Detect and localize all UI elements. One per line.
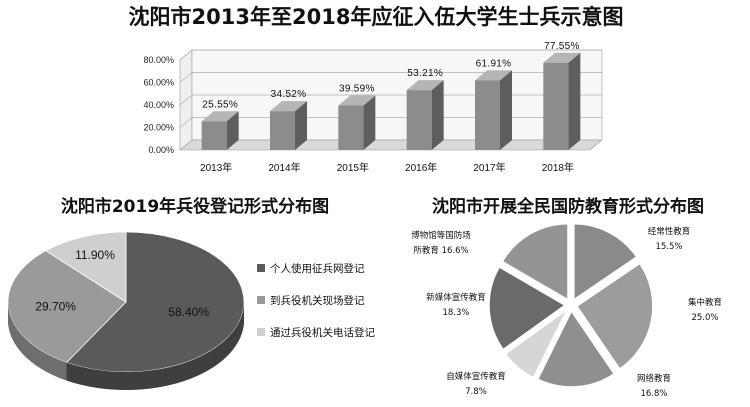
x-tick-label: 2017年 xyxy=(473,161,505,174)
bar-side xyxy=(431,80,444,150)
bar-chart: 沈阳市2013年至2018年应征入伍大学生士兵示意图 0.00% 20.00% 40… xyxy=(129,5,624,174)
legend-swatch xyxy=(257,264,265,272)
pie-value-label: 25.0% xyxy=(691,313,718,323)
bar-value-label: 34.52% xyxy=(271,89,307,100)
y-tick-label: 0.00% xyxy=(148,145,174,155)
bar-side xyxy=(568,52,581,150)
x-tick-label: 2014年 xyxy=(268,161,300,174)
pie-value-label: 16.8% xyxy=(640,389,667,399)
legend-label: 个人使用征兵网登记 xyxy=(270,262,365,275)
pie-slice-side xyxy=(66,302,244,390)
pie-value-label: 29.70% xyxy=(35,300,76,314)
pie-slice xyxy=(536,309,616,388)
bar-top xyxy=(543,52,581,63)
pie-slice xyxy=(504,308,568,379)
legend-swatch xyxy=(257,296,265,304)
bar-chart-title: 沈阳市2013年至2018年应征入伍大学生士兵示意图 xyxy=(129,5,624,29)
pie-slice xyxy=(65,231,245,373)
bar-top xyxy=(338,95,376,106)
pie-category-label: 经常性教育 xyxy=(648,226,691,237)
gridline xyxy=(179,72,602,83)
x-tick-label: 2013年 xyxy=(200,161,232,174)
bar-value-label: 53.21% xyxy=(407,68,443,79)
bar xyxy=(338,105,364,150)
bar-side xyxy=(226,111,239,150)
pie-category-label: 所教育 16.6% xyxy=(413,245,468,256)
gridline xyxy=(179,94,602,106)
x-tick-label: 2015年 xyxy=(337,161,369,174)
y-tick-label: 20.00% xyxy=(143,123,174,133)
pie-slice xyxy=(573,222,638,302)
pie-category-label: 集中教育 xyxy=(688,297,722,308)
gridline xyxy=(179,117,602,128)
bar-side xyxy=(500,70,512,150)
bar-value-label: 77.55% xyxy=(544,41,580,52)
legend-label: 通过兵役机关电话登记 xyxy=(270,326,375,339)
registration-pie-chart: 沈阳市2019年兵役登记形式分布图 58.40% 29.70% 11.90% 个人使… xyxy=(7,196,375,390)
pie-category-label: 新媒体宣传教育 xyxy=(426,292,486,303)
education-pie-plot: 经常性教育 15.5% 集中教育 25.0% 网络教育 16.8% 自媒体宣传教育 7.8% 新… xyxy=(411,222,722,399)
bar-value-label: 39.59% xyxy=(339,83,375,94)
bar-top xyxy=(201,111,239,122)
y-tick-label: 40.00% xyxy=(143,100,174,110)
bar-value-label: 25.55% xyxy=(202,99,238,110)
pie-value-label: 58.40% xyxy=(168,305,209,319)
bar-side xyxy=(295,101,307,150)
gridline xyxy=(179,139,602,151)
pie-slice-side xyxy=(7,302,67,381)
pie-value-label: 11.90% xyxy=(75,248,115,262)
pie-value-label: 15.5% xyxy=(655,242,682,252)
education-pie-title: 沈阳市开展全民国防教育形式分布图 xyxy=(432,196,704,217)
registration-pie-plot: 58.40% 29.70% 11.90% xyxy=(7,231,245,390)
x-tick-label: 2016年 xyxy=(405,161,437,174)
education-pie-chart: 沈阳市开展全民国防教育形式分布图 经常性教育 15.5% 集中教育 25.0% 网络教育… xyxy=(411,196,722,399)
pie-slice xyxy=(488,265,567,351)
bar-top xyxy=(406,80,444,91)
pie-category-label: 自媒体宣传教育 xyxy=(446,371,506,382)
bar-top xyxy=(475,70,512,81)
pie-value-label: 18.3% xyxy=(442,308,469,318)
pie-slice xyxy=(575,262,654,371)
bar-value-label: 61.91% xyxy=(476,58,512,69)
pie-value-label: 7.8% xyxy=(465,387,487,397)
bar xyxy=(270,111,295,150)
bar xyxy=(406,90,432,150)
gridline xyxy=(179,49,602,61)
legend-swatch xyxy=(257,328,265,336)
bar-top xyxy=(270,101,307,112)
pie-slice xyxy=(7,250,127,363)
pie-slice xyxy=(501,223,569,302)
bar xyxy=(475,80,500,150)
bar-plot-area: 0.00% 20.00% 40.00% 60.00% 80.00% 25.55% 2013年… xyxy=(143,41,603,174)
pie-category-label: 博物馆等国防场 xyxy=(411,230,471,241)
pie-slice xyxy=(44,231,127,303)
registration-pie-title: 沈阳市2019年兵役登记形式分布图 xyxy=(61,196,329,217)
y-tick-label: 60.00% xyxy=(143,78,174,88)
bar xyxy=(543,62,569,150)
legend-label: 到兵役机关现场登记 xyxy=(270,294,365,307)
pie-category-label: 网络教育 xyxy=(637,373,671,384)
y-tick-label: 80.00% xyxy=(143,55,174,65)
bar xyxy=(201,121,227,150)
x-tick-label: 2018年 xyxy=(542,161,574,174)
bar-side xyxy=(363,95,376,150)
bar-floor xyxy=(179,139,603,151)
